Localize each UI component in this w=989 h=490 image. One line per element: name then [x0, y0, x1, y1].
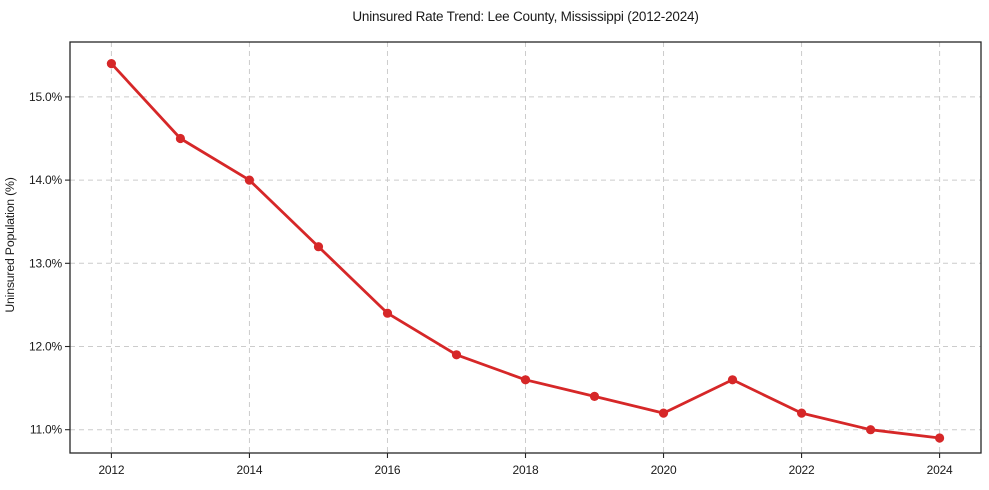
x-tick-label: 2016 [375, 463, 401, 477]
data-point [589, 391, 600, 401]
y-tick-label: 14.0% [29, 173, 63, 187]
y-tick-label: 11.0% [30, 423, 63, 437]
data-point [313, 242, 324, 252]
data-point [451, 350, 462, 360]
plot-frame [69, 41, 982, 454]
data-point [866, 425, 876, 435]
x-tick-label: 2022 [789, 463, 815, 477]
y-tick-label: 12.0% [29, 340, 63, 354]
data-point [175, 133, 185, 144]
data-point [520, 375, 531, 385]
y-tick-label: 15.0% [29, 90, 63, 104]
y-tick-label: 13.0% [29, 256, 63, 270]
x-tick-label: 2020 [651, 463, 677, 477]
chart-title: Uninsured Rate Trend: Lee County, Missis… [352, 9, 698, 24]
x-tick-label: 2024 [927, 463, 953, 477]
x-tick-label: 2014 [236, 463, 262, 477]
data-point [797, 408, 807, 418]
trend-line-series [106, 59, 945, 443]
axes-layer: 2012 2014 2016 2018 2020 2022 2024 11.0% 12.0% 13… [29, 41, 982, 477]
data-point [106, 59, 116, 69]
y-axis-label: Uninsured Population (%) [3, 177, 17, 312]
data-point [244, 175, 254, 185]
data-point [727, 375, 738, 385]
x-tick-label: 2018 [513, 463, 539, 477]
x-tick-label: 2012 [98, 463, 124, 477]
grid-layer [70, 42, 981, 453]
data-point [935, 433, 945, 443]
data-point [658, 408, 669, 418]
data-point [382, 308, 393, 318]
